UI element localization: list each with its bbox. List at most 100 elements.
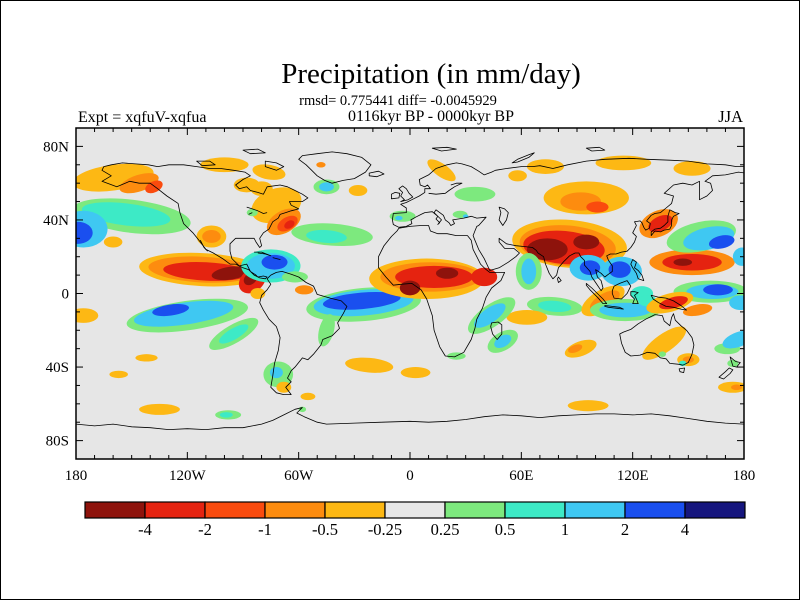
- anomaly-region: [219, 412, 233, 418]
- colorbar-label: 1: [561, 520, 569, 539]
- anomaly-region: [306, 229, 347, 244]
- anomaly-region: [145, 180, 163, 194]
- x-tick-label: 60W: [284, 468, 314, 484]
- colorbar-label: -2: [198, 520, 212, 539]
- anomaly-region: [708, 235, 735, 249]
- coastline-path: [729, 356, 741, 368]
- chart-title: Precipitation (in mm/day): [281, 58, 581, 90]
- experiment-label: Expt = xqfuV-xqfua: [78, 109, 206, 126]
- anomaly-region: [573, 234, 600, 250]
- coastline-path: [242, 148, 266, 155]
- anomaly-region: [659, 296, 688, 310]
- coastline-path: [498, 206, 509, 226]
- anomaly-region: [281, 271, 308, 283]
- anomaly-region: [567, 400, 609, 412]
- coastline-path: [392, 157, 744, 292]
- anomaly-region: [133, 300, 234, 327]
- coastline-path: [490, 321, 503, 340]
- anomaly-region: [642, 326, 687, 360]
- colorbar-label: -0.25: [368, 520, 402, 539]
- anomaly-region: [139, 403, 180, 415]
- anomaly-region: [395, 215, 403, 221]
- colorbar-label: 0.5: [495, 520, 516, 539]
- anomaly-region: [471, 267, 498, 287]
- colorbar-segment: [144, 501, 206, 519]
- anomaly-layer: [76, 155, 744, 420]
- coastline-path: [391, 192, 401, 200]
- coastline-path: [196, 160, 216, 167]
- colorbar-segment: [204, 501, 266, 519]
- coastline-path: [557, 276, 562, 283]
- anomaly-region: [435, 267, 459, 279]
- anomaly-region: [729, 295, 744, 311]
- anomaly-region: [595, 155, 652, 171]
- anomaly-region: [579, 260, 601, 276]
- colorbar-label: 2: [621, 520, 629, 539]
- anomaly-region: [399, 280, 421, 296]
- anomaly-region: [316, 162, 326, 168]
- stats-line: rmsd= 0.775441 diff= -0.0045929: [299, 93, 497, 109]
- anomaly-region: [109, 370, 128, 379]
- coastline-path: [264, 160, 285, 171]
- anomaly-region: [673, 258, 693, 266]
- coastline-path: [246, 206, 268, 214]
- colorbar-label: 4: [681, 520, 689, 539]
- anomaly-region: [732, 247, 744, 266]
- y-tick-label: 0: [62, 287, 70, 303]
- coastline-path: [199, 240, 208, 252]
- x-tick-label: 180: [733, 468, 756, 484]
- anomaly-region: [508, 170, 527, 182]
- anomaly-region: [673, 161, 711, 176]
- coastline-path: [650, 209, 680, 236]
- coastline-path: [398, 185, 414, 202]
- anomaly-region: [427, 159, 456, 182]
- coastline-path: [511, 152, 535, 164]
- x-tick-label: 120E: [617, 468, 649, 484]
- coastline-path: [428, 182, 463, 195]
- colorbar-segment: [444, 501, 506, 519]
- anomaly-region: [521, 258, 537, 285]
- season-label: JJA: [718, 107, 743, 126]
- anomaly-region: [284, 220, 295, 229]
- colorbar-label: 0.25: [431, 520, 460, 539]
- coastline-layer: [76, 146, 744, 430]
- coastline-path: [678, 367, 685, 373]
- x-tick-label: 180: [65, 468, 88, 484]
- anomaly-region: [135, 354, 158, 362]
- anomaly-region: [211, 266, 249, 281]
- anomaly-region: [318, 314, 335, 347]
- anomaly-region: [252, 164, 286, 180]
- anomaly-region: [648, 214, 673, 233]
- anomaly-region: [586, 201, 609, 213]
- anomaly-region: [202, 230, 221, 243]
- anomaly-region: [76, 221, 93, 244]
- colorbar-label: -4: [138, 520, 152, 539]
- colorbar-segment: [84, 501, 146, 519]
- colorbar-segment: [684, 501, 746, 519]
- x-tick-label: 120W: [169, 468, 207, 484]
- coastline-path: [431, 146, 457, 152]
- anomaly-region: [261, 254, 288, 270]
- anomaly-region: [200, 157, 249, 173]
- period-line: 0116kyr BP - 0000kyr BP: [348, 108, 514, 125]
- colorbar: -4 -2 -1 -0.5 -0.25 0.25 0.5 1 2 4: [84, 501, 746, 539]
- colorbar-segment: [504, 501, 566, 519]
- anomaly-region: [319, 182, 334, 192]
- anomaly-region: [506, 310, 548, 325]
- coastline-path: [585, 283, 608, 304]
- anomaly-region: [218, 324, 249, 344]
- colorbar-segment: [384, 501, 446, 519]
- colorbar-segment: [624, 501, 686, 519]
- y-tick-label: 40N: [43, 213, 69, 229]
- colorbar-label: -0.5: [312, 520, 338, 539]
- y-tick-label: 80N: [43, 139, 69, 155]
- anomaly-region: [538, 300, 572, 313]
- anomaly-region: [703, 284, 733, 296]
- anomaly-region: [300, 392, 316, 401]
- anomaly-region: [269, 367, 283, 379]
- colorbar-label: -1: [258, 520, 272, 539]
- anomaly-region: [103, 236, 123, 248]
- coastline-path: [368, 170, 385, 178]
